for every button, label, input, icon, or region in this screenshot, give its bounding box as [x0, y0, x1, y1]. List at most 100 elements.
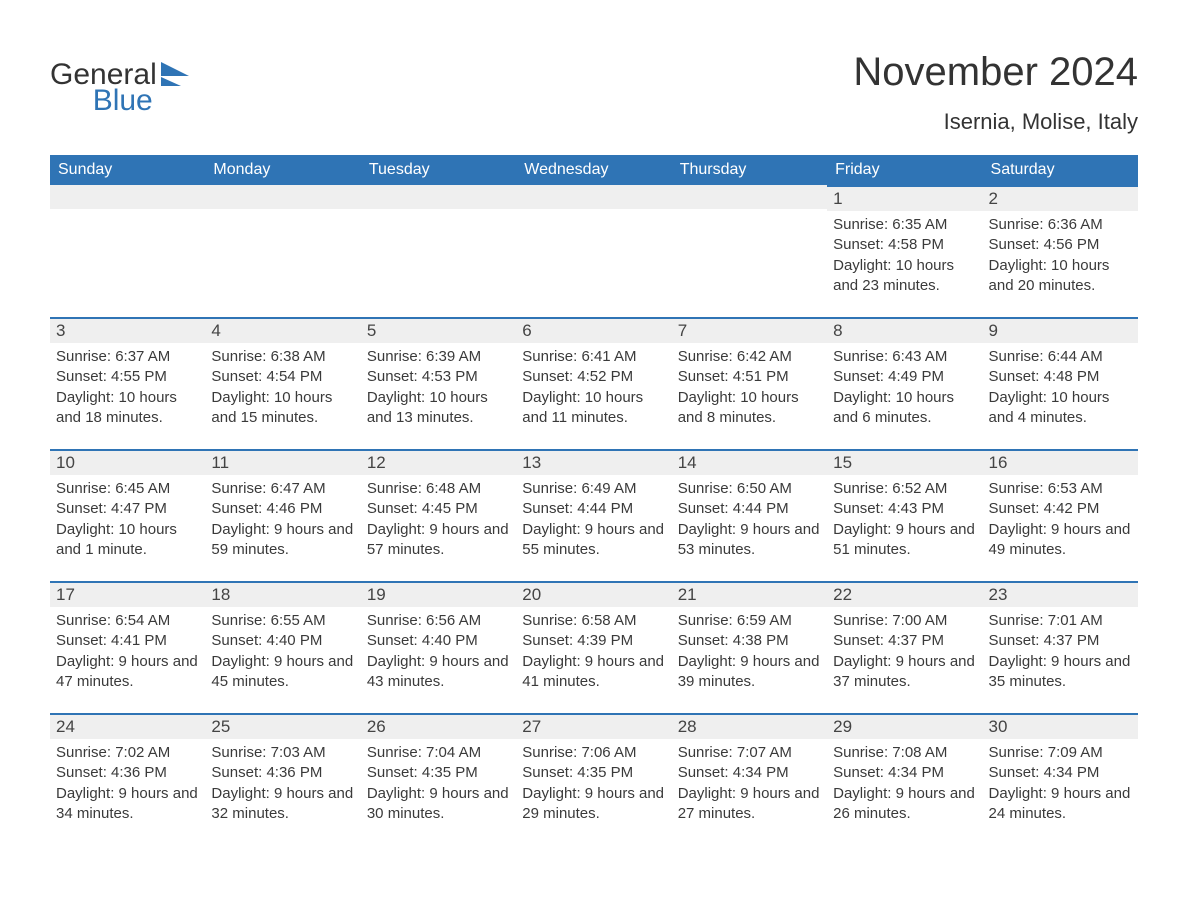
daylight-line: Daylight: 9 hours and 34 minutes. [56, 784, 199, 825]
sunrise-line: Sunrise: 6:36 AM [989, 215, 1132, 235]
day-number: 23 [983, 581, 1138, 607]
sunrise-line: Sunrise: 7:04 AM [367, 743, 510, 763]
sunset-line: Sunset: 4:39 PM [522, 631, 665, 651]
day-number: 14 [672, 449, 827, 475]
day-number: 13 [516, 449, 671, 475]
calendar-cell: 13Sunrise: 6:49 AMSunset: 4:44 PMDayligh… [516, 449, 671, 581]
daylight-line: Daylight: 10 hours and 13 minutes. [367, 388, 510, 429]
calendar-cell: 2Sunrise: 6:36 AMSunset: 4:56 PMDaylight… [983, 185, 1138, 317]
daylight-line: Daylight: 9 hours and 35 minutes. [989, 652, 1132, 693]
daylight-line: Daylight: 9 hours and 49 minutes. [989, 520, 1132, 561]
sunrise-line: Sunrise: 6:45 AM [56, 479, 199, 499]
day-number: 5 [361, 317, 516, 343]
calendar-cell: 16Sunrise: 6:53 AMSunset: 4:42 PMDayligh… [983, 449, 1138, 581]
sunset-line: Sunset: 4:49 PM [833, 367, 976, 387]
calendar-cell: 18Sunrise: 6:55 AMSunset: 4:40 PMDayligh… [205, 581, 360, 713]
sunset-line: Sunset: 4:44 PM [678, 499, 821, 519]
calendar-cell: 6Sunrise: 6:41 AMSunset: 4:52 PMDaylight… [516, 317, 671, 449]
day-body: Sunrise: 6:44 AMSunset: 4:48 PMDaylight:… [983, 343, 1138, 434]
day-body: Sunrise: 6:42 AMSunset: 4:51 PMDaylight:… [672, 343, 827, 434]
day-body: Sunrise: 6:43 AMSunset: 4:49 PMDaylight:… [827, 343, 982, 434]
day-number: 7 [672, 317, 827, 343]
daylight-line: Daylight: 9 hours and 55 minutes. [522, 520, 665, 561]
daylight-line: Daylight: 9 hours and 45 minutes. [211, 652, 354, 693]
sunrise-line: Sunrise: 7:09 AM [989, 743, 1132, 763]
daylight-line: Daylight: 9 hours and 32 minutes. [211, 784, 354, 825]
calendar-cell: 17Sunrise: 6:54 AMSunset: 4:41 PMDayligh… [50, 581, 205, 713]
daylight-line: Daylight: 10 hours and 6 minutes. [833, 388, 976, 429]
daylight-line: Daylight: 10 hours and 4 minutes. [989, 388, 1132, 429]
day-number: 8 [827, 317, 982, 343]
day-body: Sunrise: 6:37 AMSunset: 4:55 PMDaylight:… [50, 343, 205, 434]
sunset-line: Sunset: 4:40 PM [367, 631, 510, 651]
daylight-line: Daylight: 9 hours and 24 minutes. [989, 784, 1132, 825]
calendar-cell: 26Sunrise: 7:04 AMSunset: 4:35 PMDayligh… [361, 713, 516, 845]
header-row: General Blue November 2024 Isernia, Moli… [50, 50, 1138, 147]
sunset-line: Sunset: 4:56 PM [989, 235, 1132, 255]
daylight-line: Daylight: 10 hours and 23 minutes. [833, 256, 976, 297]
calendar-cell [50, 185, 205, 317]
sunset-line: Sunset: 4:37 PM [833, 631, 976, 651]
day-number: 24 [50, 713, 205, 739]
day-body: Sunrise: 6:49 AMSunset: 4:44 PMDaylight:… [516, 475, 671, 566]
calendar-cell: 1Sunrise: 6:35 AMSunset: 4:58 PMDaylight… [827, 185, 982, 317]
daylight-line: Daylight: 10 hours and 15 minutes. [211, 388, 354, 429]
calendar-cell: 5 Sunrise: 6:39 AMSunset: 4:53 PMDaylight… [361, 317, 516, 449]
sunrise-line: Sunrise: 7:02 AM [56, 743, 199, 763]
calendar-cell: 21Sunrise: 6:59 AMSunset: 4:38 PMDayligh… [672, 581, 827, 713]
day-body: Sunrise: 6:36 AMSunset: 4:56 PMDaylight:… [983, 211, 1138, 302]
day-body: Sunrise: 6:52 AMSunset: 4:43 PMDaylight:… [827, 475, 982, 566]
daylight-line: Daylight: 9 hours and 30 minutes. [367, 784, 510, 825]
sunrise-line: Sunrise: 6:41 AM [522, 347, 665, 367]
day-body: Sunrise: 7:06 AMSunset: 4:35 PMDaylight:… [516, 739, 671, 830]
day-body: Sunrise: 6:47 AMSunset: 4:46 PMDaylight:… [205, 475, 360, 566]
calendar-cell [361, 185, 516, 317]
calendar-row: 17Sunrise: 6:54 AMSunset: 4:41 PMDayligh… [50, 581, 1138, 713]
sunrise-line: Sunrise: 6:55 AM [211, 611, 354, 631]
sunset-line: Sunset: 4:35 PM [522, 763, 665, 783]
day-body: Sunrise: 6:54 AMSunset: 4:41 PMDaylight:… [50, 607, 205, 698]
day-number: 1 [827, 185, 982, 211]
empty-day-bar [516, 185, 671, 209]
sunset-line: Sunset: 4:48 PM [989, 367, 1132, 387]
day-body: Sunrise: 6:56 AMSunset: 4:40 PMDaylight:… [361, 607, 516, 698]
day-body: Sunrise: 6:45 AMSunset: 4:47 PMDaylight:… [50, 475, 205, 566]
sunset-line: Sunset: 4:53 PM [367, 367, 510, 387]
calendar-cell: 25Sunrise: 7:03 AMSunset: 4:36 PMDayligh… [205, 713, 360, 845]
calendar-cell: 12Sunrise: 6:48 AMSunset: 4:45 PMDayligh… [361, 449, 516, 581]
day-number: 21 [672, 581, 827, 607]
daylight-line: Daylight: 10 hours and 11 minutes. [522, 388, 665, 429]
sunset-line: Sunset: 4:51 PM [678, 367, 821, 387]
day-body: Sunrise: 7:07 AMSunset: 4:34 PMDaylight:… [672, 739, 827, 830]
title-block: November 2024 Isernia, Molise, Italy [853, 50, 1138, 147]
flag-icon [161, 62, 191, 93]
calendar-cell: 30Sunrise: 7:09 AMSunset: 4:34 PMDayligh… [983, 713, 1138, 845]
month-title: November 2024 [853, 50, 1138, 95]
sunrise-line: Sunrise: 6:35 AM [833, 215, 976, 235]
calendar-cell: 23Sunrise: 7:01 AMSunset: 4:37 PMDayligh… [983, 581, 1138, 713]
sunrise-line: Sunrise: 6:44 AM [989, 347, 1132, 367]
day-body: Sunrise: 7:01 AMSunset: 4:37 PMDaylight:… [983, 607, 1138, 698]
sunrise-line: Sunrise: 7:00 AM [833, 611, 976, 631]
day-number: 27 [516, 713, 671, 739]
calendar-cell: 3Sunrise: 6:37 AMSunset: 4:55 PMDaylight… [50, 317, 205, 449]
daylight-line: Daylight: 9 hours and 41 minutes. [522, 652, 665, 693]
column-header: Wednesday [516, 155, 671, 185]
daylight-line: Daylight: 9 hours and 26 minutes. [833, 784, 976, 825]
sunrise-line: Sunrise: 7:03 AM [211, 743, 354, 763]
calendar-table: SundayMondayTuesdayWednesdayThursdayFrid… [50, 155, 1138, 845]
sunrise-line: Sunrise: 6:39 AM [367, 347, 510, 367]
sunset-line: Sunset: 4:38 PM [678, 631, 821, 651]
day-body: Sunrise: 6:59 AMSunset: 4:38 PMDaylight:… [672, 607, 827, 698]
calendar-cell: 8Sunrise: 6:43 AMSunset: 4:49 PMDaylight… [827, 317, 982, 449]
day-body: Sunrise: 6:53 AMSunset: 4:42 PMDaylight:… [983, 475, 1138, 566]
sunrise-line: Sunrise: 7:07 AM [678, 743, 821, 763]
calendar-row: 3Sunrise: 6:37 AMSunset: 4:55 PMDaylight… [50, 317, 1138, 449]
column-header: Friday [827, 155, 982, 185]
sunset-line: Sunset: 4:45 PM [367, 499, 510, 519]
day-number: 3 [50, 317, 205, 343]
calendar-cell: 24Sunrise: 7:02 AMSunset: 4:36 PMDayligh… [50, 713, 205, 845]
calendar-cell: 4Sunrise: 6:38 AMSunset: 4:54 PMDaylight… [205, 317, 360, 449]
daylight-line: Daylight: 10 hours and 1 minute. [56, 520, 199, 561]
empty-day-bar [361, 185, 516, 209]
